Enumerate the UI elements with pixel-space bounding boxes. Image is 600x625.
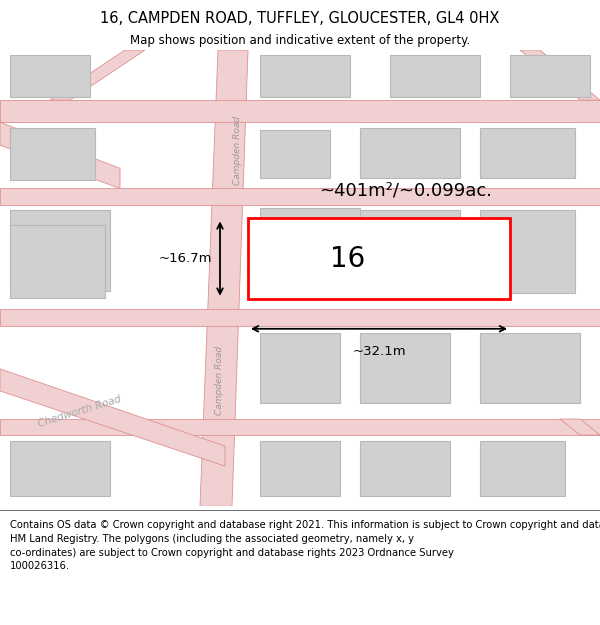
Bar — [360, 332, 450, 403]
Polygon shape — [560, 419, 600, 435]
Bar — [390, 55, 480, 97]
Bar — [260, 55, 350, 97]
Bar — [480, 128, 575, 178]
Polygon shape — [0, 309, 600, 326]
Bar — [480, 332, 580, 403]
Bar — [10, 441, 110, 496]
Polygon shape — [520, 50, 600, 100]
Bar — [260, 130, 330, 178]
Bar — [260, 332, 340, 403]
Text: Campden Road: Campden Road — [215, 346, 224, 416]
Text: ~16.7m: ~16.7m — [158, 252, 212, 265]
Bar — [260, 208, 360, 294]
Polygon shape — [0, 188, 600, 206]
Bar — [260, 441, 340, 496]
Bar — [480, 211, 575, 292]
Bar — [510, 55, 590, 97]
Bar — [10, 55, 90, 97]
Text: Contains OS data © Crown copyright and database right 2021. This information is : Contains OS data © Crown copyright and d… — [10, 521, 600, 571]
Bar — [360, 128, 460, 178]
Polygon shape — [200, 50, 248, 506]
Bar — [10, 128, 95, 181]
Bar — [10, 226, 105, 298]
Bar — [10, 211, 110, 291]
Text: Map shows position and indicative extent of the property.: Map shows position and indicative extent… — [130, 34, 470, 47]
Polygon shape — [0, 369, 225, 466]
Bar — [360, 211, 460, 292]
Text: 16: 16 — [330, 244, 365, 272]
Text: ~401m²/~0.099ac.: ~401m²/~0.099ac. — [319, 181, 492, 199]
Bar — [480, 441, 565, 496]
Bar — [248, 219, 510, 299]
Text: 16, CAMPDEN ROAD, TUFFLEY, GLOUCESTER, GL4 0HX: 16, CAMPDEN ROAD, TUFFLEY, GLOUCESTER, G… — [100, 11, 500, 26]
Polygon shape — [0, 122, 120, 188]
Text: ~32.1m: ~32.1m — [352, 345, 406, 358]
Polygon shape — [50, 50, 145, 100]
Polygon shape — [0, 419, 600, 435]
Polygon shape — [0, 100, 600, 122]
Text: Campden Road: Campden Road — [233, 116, 242, 185]
Bar — [360, 441, 450, 496]
Text: Chedworth Road: Chedworth Road — [37, 394, 123, 428]
